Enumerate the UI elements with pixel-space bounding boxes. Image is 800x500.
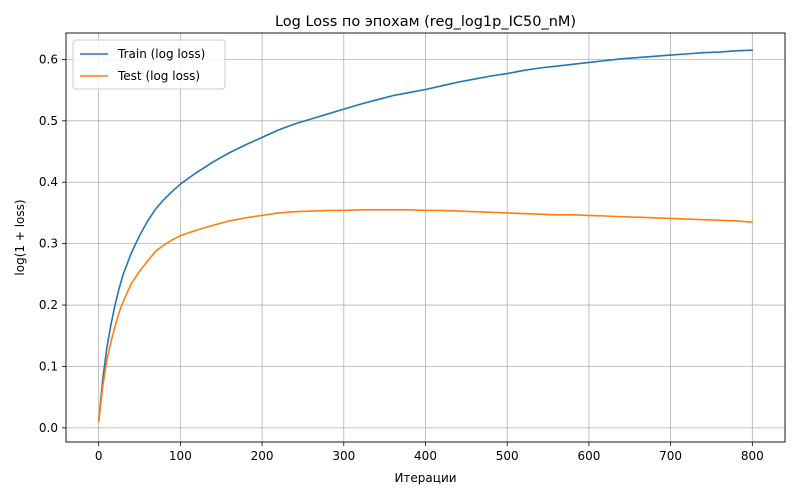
x-tick-label: 600 [577, 449, 600, 463]
y-tick-label: 0.5 [39, 114, 58, 128]
y-tick-label: 0.3 [39, 237, 58, 251]
legend: Train (log loss) Test (log loss) [72, 39, 226, 90]
y-tick-label: 0.1 [39, 359, 58, 373]
y-tick-label: 0.6 [39, 52, 58, 66]
legend-box [72, 39, 226, 90]
y-tick-label: 0.2 [39, 298, 58, 312]
x-tick-label: 200 [251, 449, 274, 463]
chart-title: Log Loss по эпохам (reg_log1p_IC50_nM) [275, 14, 576, 30]
series-line-test [97, 209, 754, 423]
legend-label-train: Train (log loss) [117, 47, 205, 61]
x-tick-label: 800 [741, 449, 764, 463]
x-tick-label: 500 [496, 449, 519, 463]
grid-lines [66, 33, 785, 442]
legend-label-test: Test (log loss) [117, 69, 200, 83]
x-tick-label: 100 [169, 449, 192, 463]
series-layer [97, 49, 754, 423]
y-axis-ticks: 0.0 0.1 0.2 0.3 0.4 0.5 0.6 [39, 52, 66, 435]
x-tick-label: 400 [414, 449, 437, 463]
x-axis-label: Итерации [394, 471, 456, 485]
y-tick-label: 0.4 [39, 175, 58, 189]
x-tick-label: 700 [659, 449, 682, 463]
series-line-train [97, 49, 754, 423]
x-tick-label: 0 [95, 449, 103, 463]
x-axis-ticks: 0 100 200 300 400 500 600 700 800 [95, 442, 764, 463]
x-tick-label: 300 [332, 449, 355, 463]
y-tick-label: 0.0 [39, 421, 58, 435]
y-axis-label: log(1 + loss) [13, 199, 27, 275]
